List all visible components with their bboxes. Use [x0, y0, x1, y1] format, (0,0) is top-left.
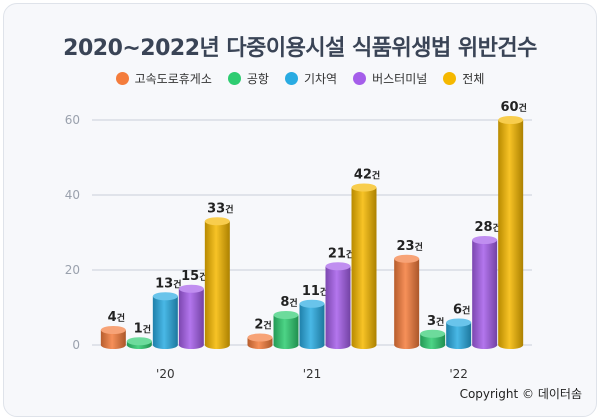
data-label: 15건 — [181, 269, 207, 284]
legend-label: 고속도로휴게소 — [134, 72, 212, 86]
y-tick-label: 20 — [65, 263, 80, 277]
bar — [394, 258, 420, 349]
bar — [204, 221, 230, 349]
data-label: 1건 — [134, 321, 151, 336]
legend-swatch — [284, 72, 298, 85]
bar — [100, 330, 126, 349]
data-label: 13건 — [155, 276, 181, 291]
data-label: 8건 — [280, 295, 297, 310]
legend-swatch — [115, 72, 129, 85]
bar-cap — [498, 116, 524, 124]
legend-item: 버스터미널 — [353, 70, 427, 87]
legend-item: 고속도로휴게소 — [115, 70, 212, 87]
x-tick-label: '20 — [156, 367, 175, 381]
bar-cap — [247, 333, 273, 342]
bar-cap — [351, 183, 377, 192]
legend-label: 버스터미널 — [372, 72, 428, 86]
x-tick-label: '21 — [303, 367, 322, 381]
bar-cap — [178, 284, 204, 293]
legend-label: 기차역 — [303, 72, 338, 86]
legend-swatch — [353, 72, 367, 85]
data-label: 42건 — [354, 168, 380, 183]
data-label: 33건 — [207, 201, 233, 216]
data-label: 3건 — [427, 314, 444, 329]
y-tick-label: 0 — [72, 338, 80, 352]
bar-cap — [446, 318, 472, 327]
bar — [351, 187, 377, 349]
bar — [152, 296, 178, 349]
data-label: 4건 — [108, 310, 125, 325]
bar — [273, 315, 299, 349]
y-tick-label: 60 — [65, 113, 80, 127]
data-label: 23건 — [396, 239, 422, 254]
data-label: 21건 — [328, 246, 354, 261]
data-label: 2건 — [254, 318, 271, 333]
data-label: 6건 — [453, 303, 470, 318]
bar — [472, 240, 498, 349]
legend-item: 기차역 — [284, 70, 338, 87]
legend: 고속도로휴게소 공항 기차역 버스터미널 전체 — [4, 70, 596, 87]
bar-cap — [420, 329, 446, 338]
bar-cap — [472, 236, 498, 244]
bar — [325, 266, 351, 349]
bar-cap — [273, 311, 299, 319]
bar-cap — [152, 292, 178, 301]
legend-label: 공항 — [246, 72, 269, 86]
legend-item: 전체 — [443, 70, 484, 87]
y-tick-label: 40 — [65, 188, 80, 202]
bar — [178, 288, 204, 349]
bar-cap — [299, 299, 325, 308]
data-label: 11건 — [302, 284, 328, 299]
data-label: 60건 — [500, 100, 526, 115]
bar-cap — [204, 217, 230, 226]
bar-cap — [325, 262, 351, 271]
copyright-text: Copyright © 데이터솜 — [459, 387, 582, 401]
data-label: 28건 — [474, 220, 500, 235]
chart-card: 2020~2022년 다중이용시설 식품위생법 위반건수 고속도로휴게소 공항 기차… — [3, 3, 597, 417]
x-tick-label: '22 — [449, 367, 468, 381]
bar — [498, 120, 524, 349]
legend-swatch — [443, 72, 457, 85]
bar-cap — [394, 254, 420, 263]
bar-cap — [126, 337, 152, 346]
legend-label: 전체 — [462, 72, 485, 86]
bar-cap — [100, 326, 126, 334]
legend-item: 공항 — [227, 70, 269, 87]
chart-title: 2020~2022년 다중이용시설 식품위생법 위반건수 — [63, 36, 537, 61]
bar — [299, 303, 325, 349]
legend-swatch — [227, 72, 241, 85]
bar — [420, 333, 446, 349]
bar — [446, 322, 472, 349]
